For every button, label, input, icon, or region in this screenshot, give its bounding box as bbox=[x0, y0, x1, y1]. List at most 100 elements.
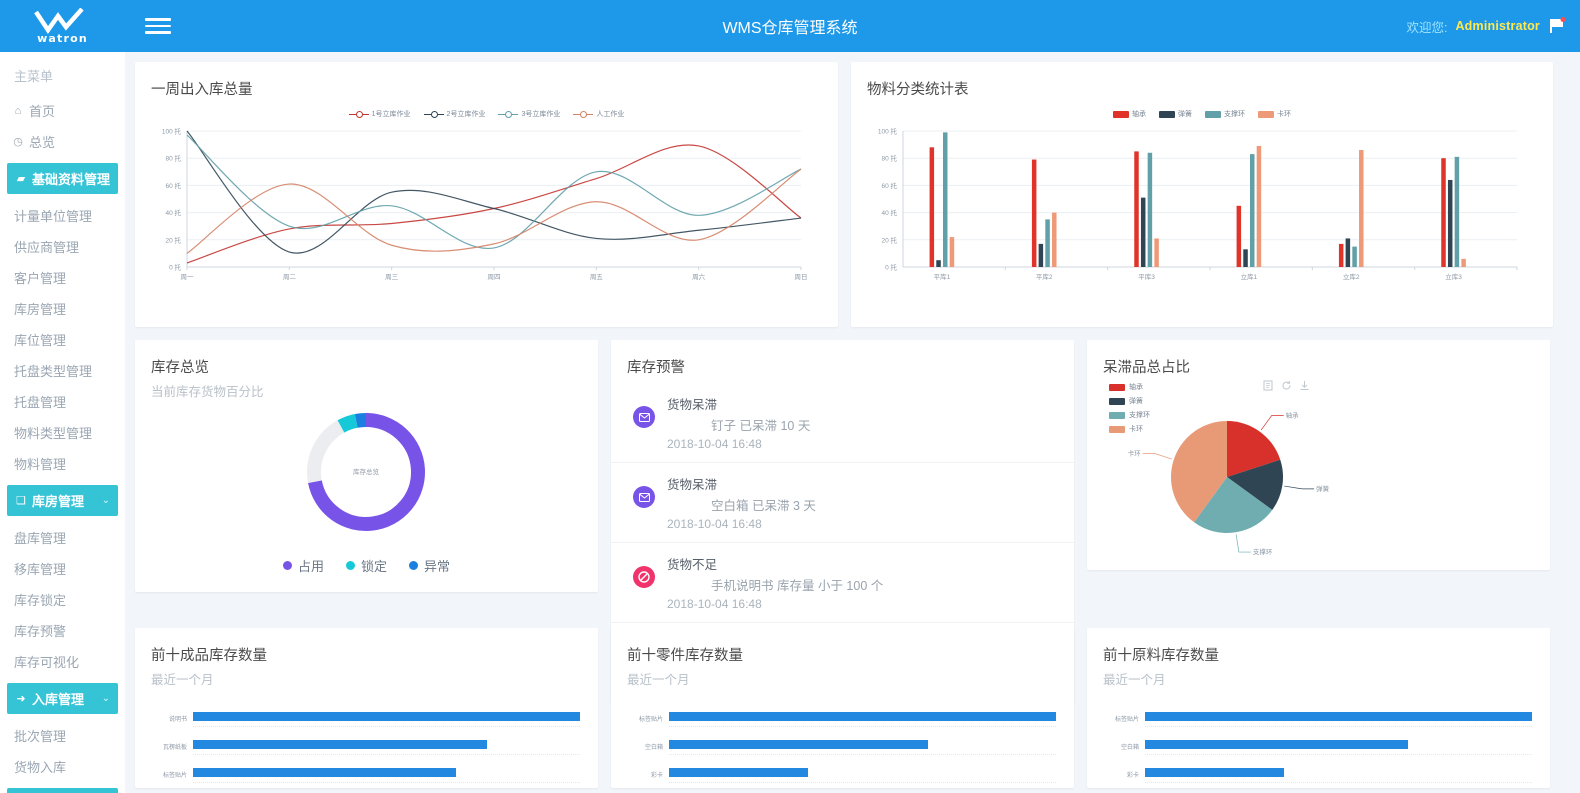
hbar-row[interactable]: 空白箱 bbox=[629, 732, 1056, 760]
alert-list-item[interactable]: 货物呆滞 空白箱 已呆滞 3 天 2018-10-04 16:48 bbox=[611, 463, 1074, 543]
alert-body: 货物不足 手机说明书 库存量 小于 100 个 2018-10-04 16:48 bbox=[667, 554, 1058, 611]
hbar-row[interactable]: 标签贴片 bbox=[153, 760, 580, 788]
sidebar-item-0[interactable]: ⌂ 首页 bbox=[0, 95, 125, 126]
sidebar-item-20[interactable]: 货物入库 bbox=[0, 751, 125, 782]
sidebar-item-label: 入库管理 bbox=[32, 692, 85, 707]
sidebar-item-6[interactable]: 库房管理 bbox=[0, 293, 125, 324]
svg-text:轴承: 轴承 bbox=[1286, 411, 1300, 420]
sidebar-item-5[interactable]: 客户管理 bbox=[0, 262, 125, 293]
hbar-chart-top-raw[interactable]: 标签贴片空白箱彩卡说明书 bbox=[1087, 688, 1550, 793]
legend-item-0[interactable]: 1号立库作业 bbox=[348, 109, 411, 119]
download-icon[interactable] bbox=[1299, 380, 1310, 391]
legend-label: 支撑环 bbox=[1129, 412, 1150, 419]
sidebar-item-2[interactable]: ▰ 基础资料管理 bbox=[7, 163, 118, 194]
legend-item-2[interactable]: 3号立库作业 bbox=[498, 109, 560, 119]
user-name[interactable]: Administrator bbox=[1455, 19, 1540, 33]
hbar-category-label: 空白箱 bbox=[1120, 744, 1139, 751]
hbar-row[interactable]: 说明书 bbox=[1105, 788, 1532, 793]
sidebar-item-10[interactable]: 物料类型管理 bbox=[0, 417, 125, 448]
hbar-row[interactable]: 说明书 bbox=[629, 788, 1056, 793]
sidebar-item-18[interactable]: ➜ 入库管理 ⌄ bbox=[7, 683, 118, 714]
svg-text:周日: 周日 bbox=[795, 273, 808, 281]
pie-legend-item-0[interactable]: 轴承 bbox=[1109, 382, 1150, 392]
svg-text:平库1: 平库1 bbox=[934, 272, 951, 281]
hbar-fill bbox=[1145, 768, 1285, 777]
envelope-icon bbox=[633, 406, 655, 428]
hbar-track bbox=[1145, 765, 1532, 783]
sidebar-item-1[interactable]: ◷ 总览 bbox=[0, 126, 125, 157]
hbar-chart-top-finished[interactable]: 说明书瓦楞纸板标签贴片空白箱 bbox=[135, 688, 598, 793]
legend-item-1[interactable]: 弹簧 bbox=[1159, 109, 1192, 119]
pie-legend-item-3[interactable]: 卡环 bbox=[1109, 424, 1150, 434]
sidebar-item-label: 库房管理 bbox=[32, 494, 85, 509]
sidebar-item-12[interactable]: ❑ 库房管理 ⌄ bbox=[7, 485, 118, 516]
donut-legend-item-0[interactable]: 占用 bbox=[282, 556, 324, 575]
legend-swatch bbox=[1109, 397, 1125, 405]
sidebar-item-15[interactable]: 库存锁定 bbox=[0, 584, 125, 615]
alert-timestamp: 2018-10-04 16:48 bbox=[667, 437, 762, 451]
sidebar-item-9[interactable]: 托盘管理 bbox=[0, 386, 125, 417]
sidebar-item-11[interactable]: 物料管理 bbox=[0, 448, 125, 479]
svg-text:立库1: 立库1 bbox=[1241, 272, 1258, 281]
hbar-row[interactable]: 瓦楞纸板 bbox=[153, 732, 580, 760]
hamburger-icon[interactable] bbox=[145, 13, 171, 39]
alert-list-item[interactable]: 货物不足 手机说明书 库存量 小于 100 个 2018-10-04 16:48 bbox=[611, 543, 1074, 623]
sidebar-item-4[interactable]: 供应商管理 bbox=[0, 231, 125, 262]
svg-text:弹簧: 弹簧 bbox=[1316, 484, 1330, 493]
chevron-down-icon[interactable]: ⌄ bbox=[101, 693, 110, 704]
legend-label: 异常 bbox=[424, 559, 451, 574]
pie-legend-item-1[interactable]: 弹簧 bbox=[1109, 396, 1150, 406]
hbar-row[interactable]: 标签贴片 bbox=[629, 704, 1056, 732]
legend-label: 轴承 bbox=[1132, 111, 1146, 118]
sidebar-item-8[interactable]: 托盘类型管理 bbox=[0, 355, 125, 386]
legend-item-3[interactable]: 人工作业 bbox=[573, 109, 624, 119]
restore-icon[interactable] bbox=[1281, 380, 1292, 391]
chart-legend-week-io: 1号立库作业 2号立库作业 3号立库作业 人工作业 bbox=[135, 109, 838, 119]
svg-text:周六: 周六 bbox=[692, 272, 706, 281]
hbar-fill bbox=[669, 740, 929, 749]
hbar-row[interactable]: 空白箱 bbox=[153, 788, 580, 793]
sidebar-item-label: 库存预警 bbox=[14, 624, 67, 639]
pie-legend-item-2[interactable]: 支撑环 bbox=[1109, 410, 1150, 420]
legend-line-marker bbox=[498, 111, 519, 118]
chevron-down-icon[interactable]: ⌄ bbox=[101, 495, 110, 506]
sidebar-item-label: 批次管理 bbox=[14, 729, 67, 744]
card-title: 库存预警 bbox=[627, 360, 685, 376]
card-idle-ratio: 呆滞品总占比 轴承 弹簧 支撑环 卡环 轴承 弹簧 支撑环 卡环 bbox=[1087, 340, 1550, 570]
sidebar-item-21[interactable]: ◄出库管理⌄ bbox=[7, 788, 118, 793]
brand-logo[interactable]: watron bbox=[0, 0, 125, 52]
pie-legend: 轴承弹簧支撑环卡环 bbox=[1109, 382, 1150, 438]
sidebar-item-16[interactable]: 库存预警 bbox=[0, 615, 125, 646]
legend-label: 卡环 bbox=[1277, 111, 1291, 118]
sidebar-item-17[interactable]: 库存可视化 bbox=[0, 646, 125, 677]
hbar-row[interactable]: 标签贴片 bbox=[1105, 704, 1532, 732]
hbar-row[interactable]: 彩卡 bbox=[629, 760, 1056, 788]
sidebar-item-7[interactable]: 库位管理 bbox=[0, 324, 125, 355]
hbar-row[interactable]: 说明书 bbox=[153, 704, 580, 732]
legend-item-2[interactable]: 支撑环 bbox=[1205, 109, 1245, 119]
hbar-chart-top-parts[interactable]: 标签贴片空白箱彩卡说明书 bbox=[611, 688, 1074, 793]
sidebar-item-3[interactable]: 计量单位管理 bbox=[0, 200, 125, 231]
sidebar-item-14[interactable]: 移库管理 bbox=[0, 553, 125, 584]
legend-item-3[interactable]: 卡环 bbox=[1258, 109, 1291, 119]
legend-swatch bbox=[1159, 110, 1175, 118]
legend-item-1[interactable]: 2号立库作业 bbox=[423, 109, 485, 119]
card-title: 物料分类统计表 bbox=[867, 82, 969, 98]
sidebar-item-label: 盘库管理 bbox=[14, 531, 67, 546]
donut-legend-item-1[interactable]: 锁定 bbox=[345, 556, 387, 575]
sidebar-item-19[interactable]: 批次管理 bbox=[0, 720, 125, 751]
hbar-row[interactable]: 空白箱 bbox=[1105, 732, 1532, 760]
flag-notification-icon[interactable] bbox=[1548, 17, 1566, 35]
sidebar-item-13[interactable]: 盘库管理 bbox=[0, 522, 125, 553]
hbar-row[interactable]: 彩卡 bbox=[1105, 760, 1532, 788]
card-week-io: 一周出入库总量 1号立库作业 2号立库作业 3号立库作业 人工作业 0 托 20 托 40… bbox=[135, 62, 838, 327]
legend-item-0[interactable]: 轴承 bbox=[1113, 109, 1146, 119]
donut-chart-inventory[interactable]: 库存总览 bbox=[135, 400, 598, 550]
donut-legend-item-2[interactable]: 异常 bbox=[409, 556, 450, 575]
line-chart-week-io[interactable]: 0 托 20 托 40 托 60 托 80 托 100 托周一 周二 周三 周四 周五 周六 周日 bbox=[135, 119, 815, 294]
svg-text:周一: 周一 bbox=[181, 273, 195, 281]
alert-list-item[interactable]: 货物呆滞 钉子 已呆滞 10 天 2018-10-04 16:48 bbox=[611, 383, 1074, 463]
data-view-icon[interactable] bbox=[1263, 380, 1274, 391]
